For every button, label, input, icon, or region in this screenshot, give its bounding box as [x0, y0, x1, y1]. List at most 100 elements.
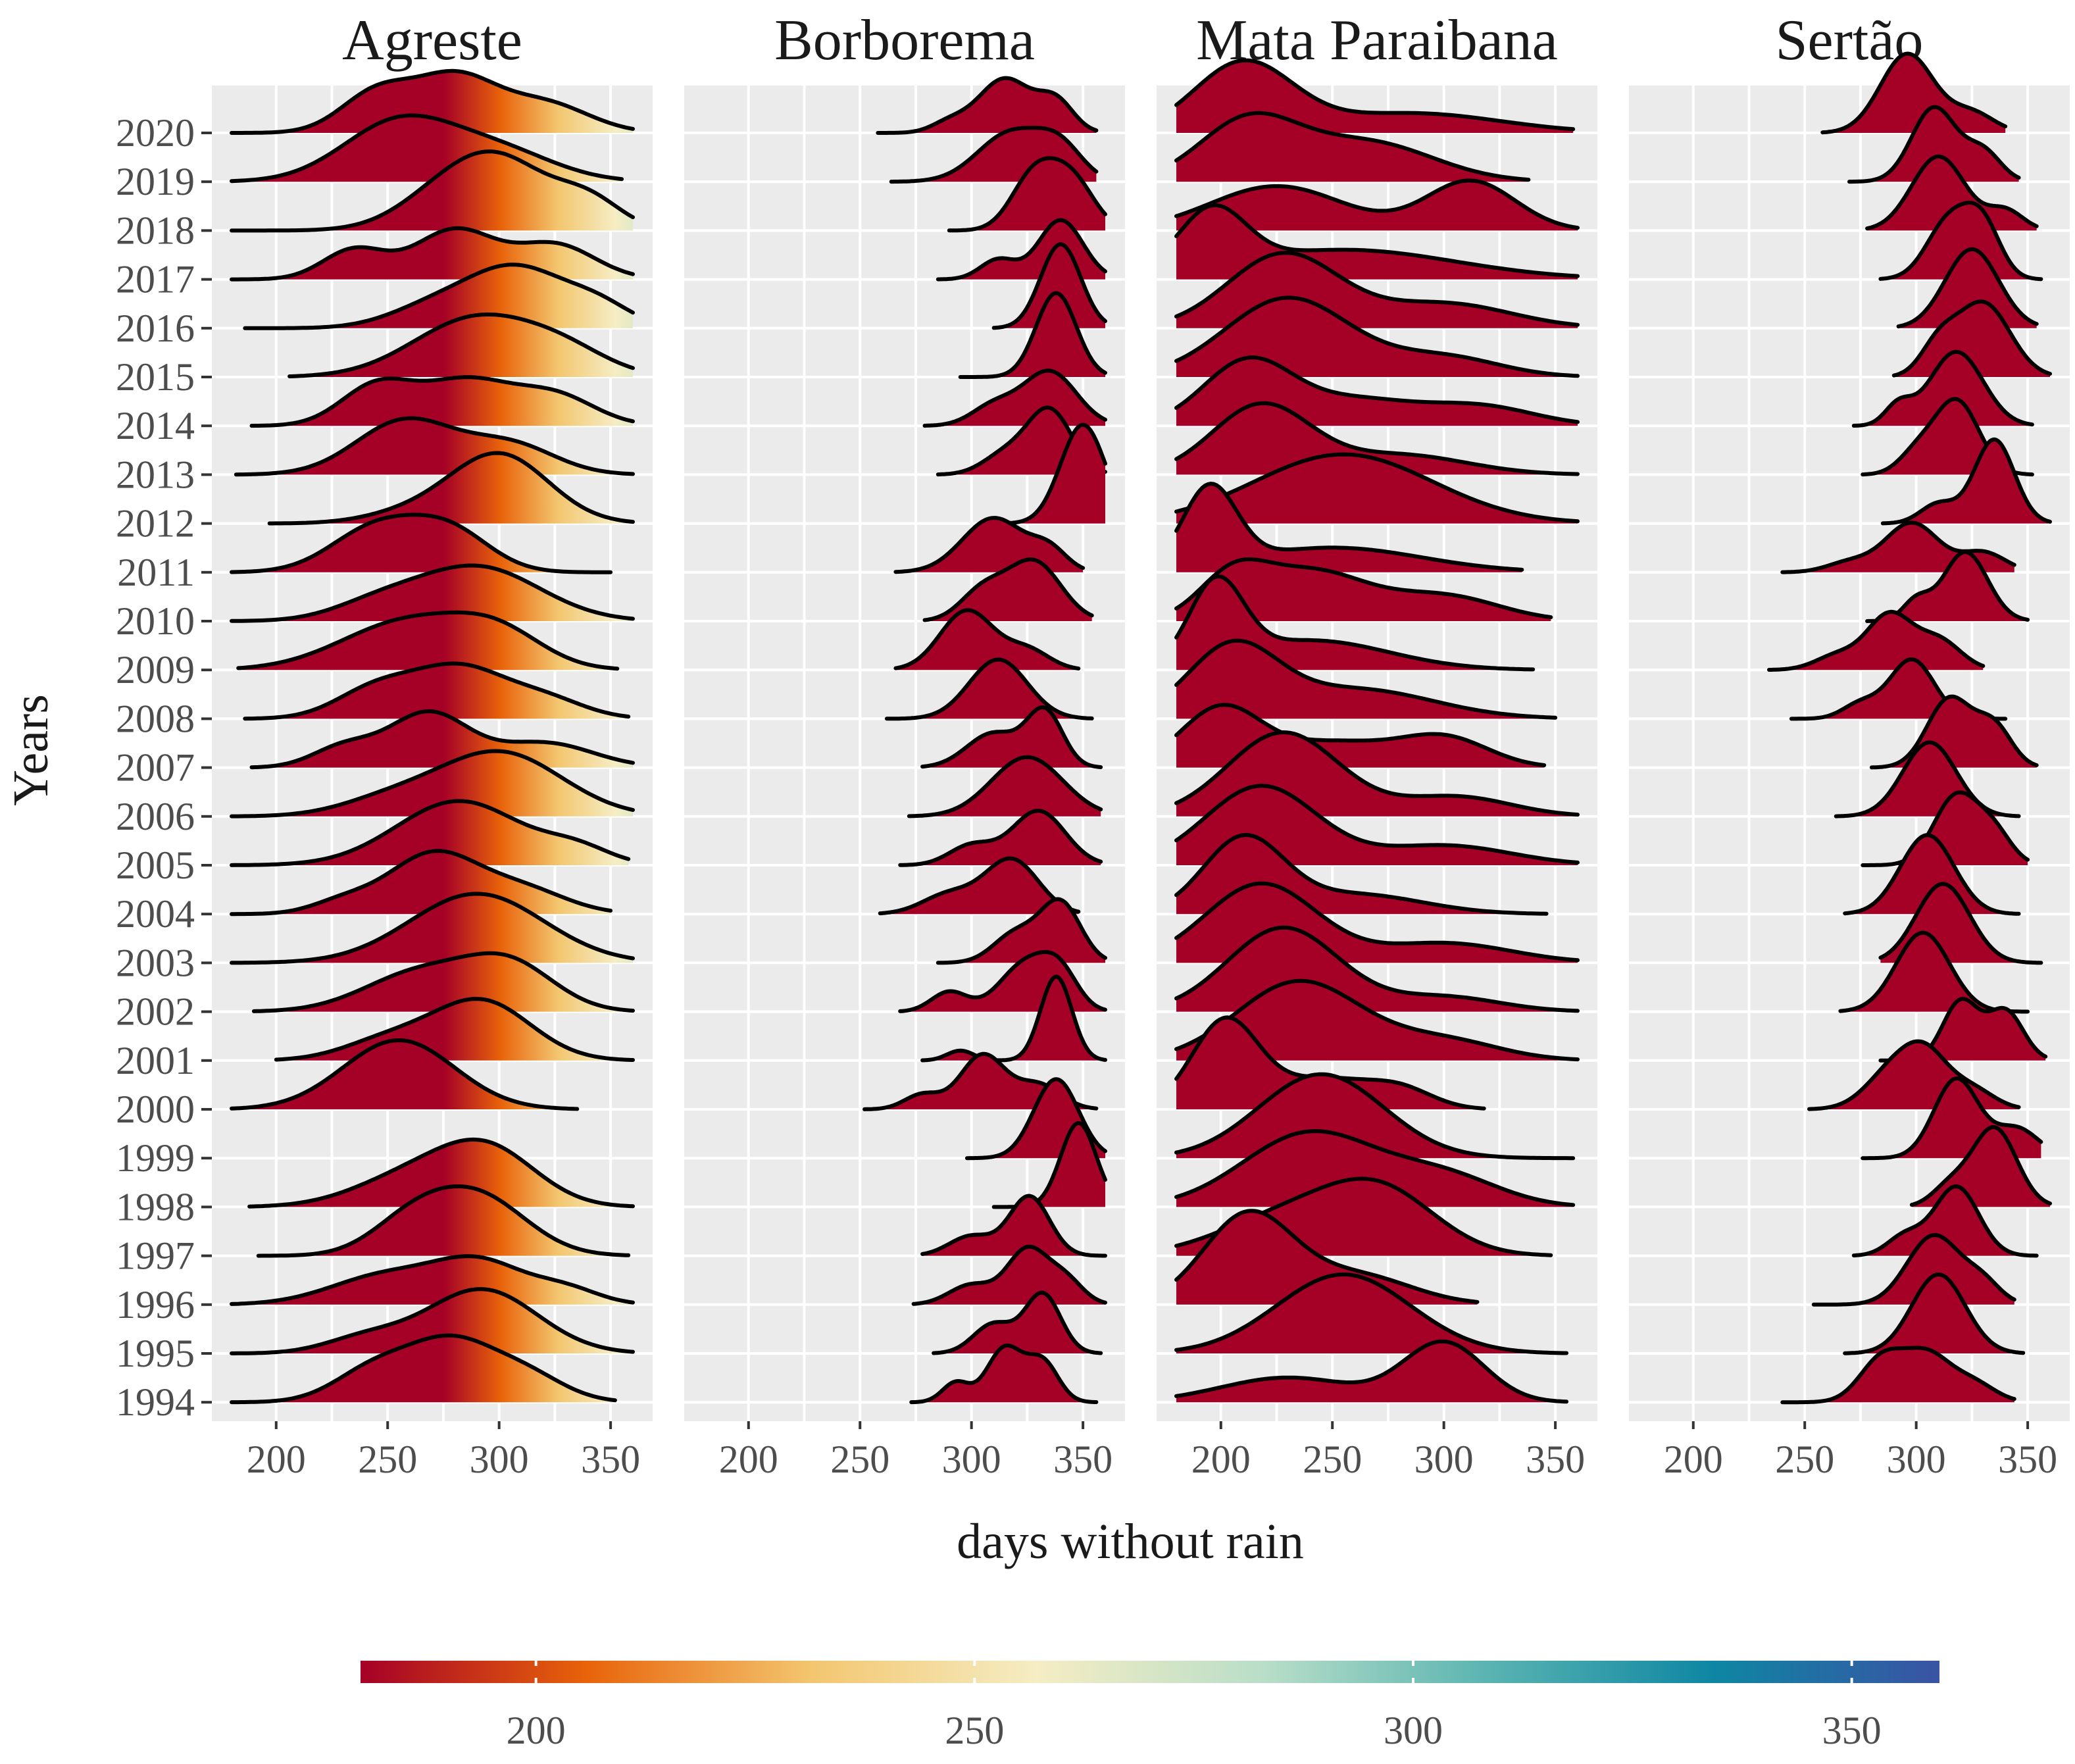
ridge-fill: [1898, 249, 2037, 328]
ridge-fill: [232, 801, 629, 865]
ridge-2015: [1891, 299, 2052, 378]
ridge-1994: [909, 1343, 1099, 1405]
ridge-line: [1811, 1233, 2016, 1307]
ridge-line: [1861, 790, 2030, 867]
ridge-line: [932, 1290, 1103, 1355]
ridge-2019: [1847, 105, 2021, 184]
ridge-2003: [936, 897, 1107, 965]
ridge-line: [267, 451, 635, 526]
ridge-line: [922, 557, 1094, 622]
ridge-line: [1174, 401, 1580, 476]
colorbar-tick-label: 250: [945, 1709, 1004, 1752]
ridge-fill: [1880, 999, 2046, 1061]
colorbar-tick-label: 350: [1822, 1709, 1882, 1752]
ridge-line: [1843, 1273, 2026, 1355]
ridge-line: [1174, 1209, 1480, 1304]
ridge-line: [249, 709, 635, 770]
ridge-1995: [932, 1290, 1103, 1355]
ridge-2014: [249, 375, 635, 428]
y-tick-label: 2010: [116, 599, 195, 643]
y-tick-label: 1996: [116, 1283, 195, 1326]
ridge-line: [256, 1184, 631, 1258]
ridge-line: [1843, 833, 2021, 916]
ridge-1996: [1174, 1209, 1480, 1305]
ridge-line: [230, 799, 631, 867]
ridge-fill: [924, 559, 1092, 621]
ridge-fill: [1769, 611, 1984, 670]
ridge-fill: [1176, 403, 1578, 475]
ridge-line: [1174, 1273, 1569, 1355]
ridge-line: [1896, 247, 2039, 329]
x-axis-title: days without rain: [957, 1514, 1304, 1569]
ridge-line: [1174, 295, 1580, 378]
ridge-fill: [1176, 484, 1522, 572]
ridge-1994: [1780, 1346, 2016, 1405]
ridge-line: [920, 974, 1107, 1063]
x-tick-label: 250: [1775, 1438, 1834, 1481]
x-tick-label: 300: [1414, 1438, 1474, 1481]
ridge-2010: [230, 563, 635, 623]
ridge-line: [898, 949, 1107, 1013]
x-tick-label: 300: [470, 1438, 529, 1481]
ridge-line: [1891, 299, 2052, 378]
ridge-1996: [230, 1254, 635, 1306]
y-tick-label: 1997: [116, 1234, 195, 1278]
ridge-fill: [1880, 203, 2041, 280]
ridge-2020: [876, 76, 1099, 135]
x-tick-label: 250: [358, 1438, 417, 1481]
ridge-fill: [276, 999, 633, 1061]
ridge-fill: [1176, 559, 1551, 621]
ridge-2005: [898, 809, 1103, 867]
panel-borborema: Borborema 200 250 300 350: [684, 9, 1125, 1481]
x-tick-label: 200: [1664, 1438, 1723, 1481]
ridge-fill: [1867, 156, 2037, 231]
ridge-2011: [230, 513, 613, 574]
ridge-1994: [230, 1333, 617, 1405]
ridge-2007: [920, 705, 1103, 769]
ridge-fill: [232, 894, 633, 963]
ridge-line: [230, 749, 635, 819]
colorbar: [361, 1661, 1939, 1683]
ridge-line: [936, 897, 1107, 965]
ridge-fill: [1840, 932, 2028, 1012]
ridge-2004: [230, 849, 613, 917]
ridge-line: [1851, 1184, 2039, 1258]
ridge-fill: [232, 751, 633, 817]
ridge-line: [898, 809, 1103, 867]
ridge-line: [1767, 609, 1986, 672]
ridge-2007: [249, 709, 635, 770]
ridge-fill: [238, 612, 618, 670]
x-tick-label: 200: [1191, 1438, 1251, 1481]
y-tick-label: 2001: [116, 1039, 195, 1082]
y-tick-label: 2003: [116, 941, 195, 984]
ridge-2013: [1174, 401, 1580, 476]
ridge-2014: [1851, 349, 2034, 428]
ridge-fill: [989, 424, 1105, 524]
ridge-fill: [1791, 659, 2006, 719]
ridge-2007: [1869, 694, 2039, 770]
ridge-2005: [1174, 784, 1580, 865]
x-tick-label: 350: [1998, 1438, 2057, 1481]
colorbar-ticks: 200 250 300 350: [507, 1661, 1882, 1752]
ridge-2008: [1174, 638, 1558, 720]
y-tick-label: 2011: [117, 551, 195, 594]
ridge-1995: [1174, 1273, 1569, 1355]
y-tick-label: 2012: [116, 502, 195, 545]
ridge-fill: [1176, 1341, 1567, 1403]
ridge-line: [1878, 201, 2043, 282]
ridge-2013: [234, 416, 635, 477]
ridge-fill: [1853, 351, 2032, 426]
ridge-2006: [230, 749, 635, 819]
ridge-line: [1174, 925, 1580, 1013]
ridge-fill: [251, 377, 633, 426]
ridge-2010: [1174, 557, 1553, 621]
ridge-1997: [920, 1194, 1107, 1258]
y-tick-label: 2014: [116, 404, 195, 447]
ridge-line: [251, 951, 635, 1013]
ridge-line: [1847, 105, 2021, 184]
ridge-line: [1909, 1125, 2052, 1207]
ridge-fill: [1176, 576, 1534, 670]
ridge-line: [1865, 154, 2039, 231]
ridge-1994: [1174, 1339, 1569, 1404]
ridge-2009: [1174, 574, 1536, 672]
